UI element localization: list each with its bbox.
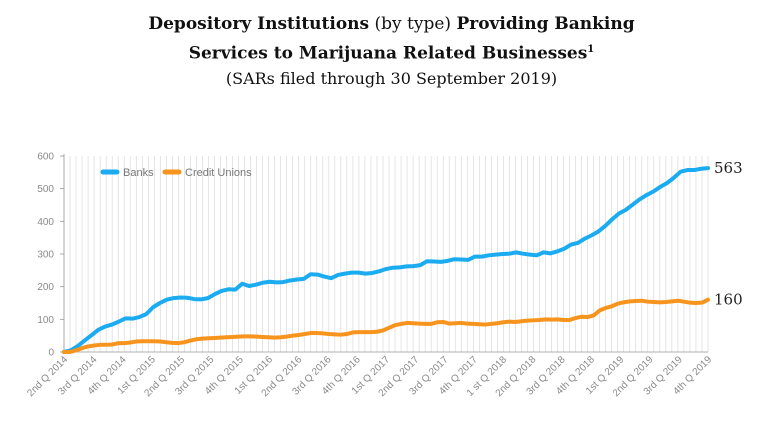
y-tick-label: 400 xyxy=(37,217,54,228)
title-line-2: Services to Marijuana Related Businesses… xyxy=(0,37,783,67)
credit-unions-series-line xyxy=(62,297,710,354)
title-line-1: Depository Institutions (by type) Provid… xyxy=(0,12,783,37)
y-tick-label: 300 xyxy=(37,250,54,261)
title-part-c: Providing Banking xyxy=(456,14,635,34)
title-part-a: Depository Institutions xyxy=(148,14,370,34)
legend-credit-unions-label: Credit Unions xyxy=(185,167,252,179)
banks-end-label: 563 xyxy=(714,159,743,177)
y-tick-label: 0 xyxy=(48,348,54,359)
title-footnote-marker: 1 xyxy=(587,44,595,55)
y-tick-label: 500 xyxy=(37,184,54,195)
credit-unions-end-label: 160 xyxy=(714,291,743,309)
y-tick-label: 600 xyxy=(37,152,54,163)
chart-title-block: Depository Institutions (by type) Provid… xyxy=(0,12,783,91)
title-part-b: (by type) xyxy=(369,14,457,34)
y-tick-label: 100 xyxy=(37,315,54,326)
banks-series-line xyxy=(62,166,710,354)
title-line-2-text: Services to Marijuana Related Businesses xyxy=(188,43,588,64)
legend-banks-label: Banks xyxy=(123,167,154,179)
y-tick-label: 200 xyxy=(37,282,54,293)
chart-subtitle: (SARs filed through 30 September 2019) xyxy=(225,68,558,88)
